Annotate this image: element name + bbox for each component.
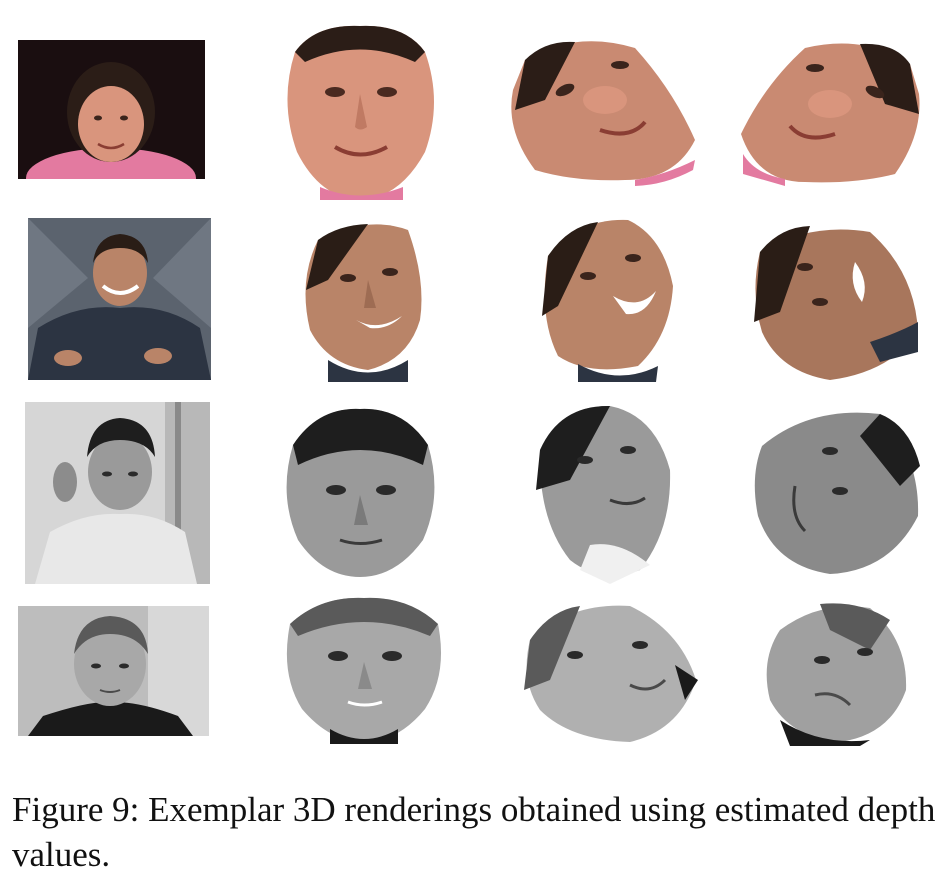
- input-photo-row4: [18, 606, 209, 736]
- input-photo-row3: [25, 402, 210, 584]
- rendering-row3-frontal: [278, 405, 443, 580]
- rendering-row3-rotated-b: [750, 406, 922, 578]
- rendering-row2-frontal: [298, 220, 426, 382]
- rendering-row1-frontal: [275, 22, 445, 202]
- rendering-row4-rotated-b: [760, 600, 910, 746]
- figure-caption: Figure 9: Exemplar 3D renderings obtaine…: [12, 790, 936, 874]
- rendering-row4-frontal: [280, 594, 448, 744]
- input-photo-row1: [18, 40, 205, 179]
- rendering-row1-rotated-b: [735, 34, 923, 186]
- rendering-row2-rotated-b: [750, 222, 922, 384]
- rendering-row4-rotated-a: [520, 600, 698, 746]
- input-photo-row2: [28, 218, 211, 380]
- rendering-row1-rotated-a: [505, 30, 701, 190]
- rendering-row2-rotated-a: [538, 216, 678, 382]
- rendering-row3-rotated-a: [530, 400, 675, 584]
